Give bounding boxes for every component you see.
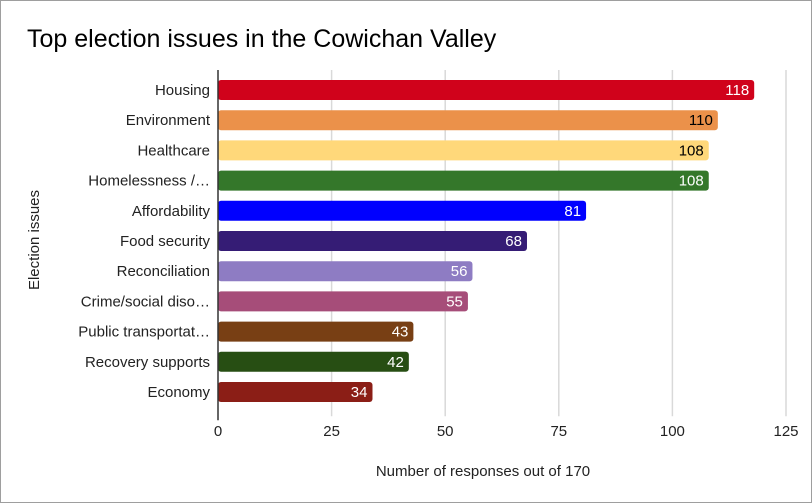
data-label: 56 [451, 263, 468, 280]
bar [218, 291, 468, 312]
bar [218, 382, 373, 402]
category-label: Public transportat… [78, 324, 210, 341]
bar [218, 170, 709, 191]
category-label: Reconciliation [117, 263, 210, 280]
x-tick-label: 50 [437, 423, 454, 440]
bar [218, 351, 409, 372]
bar [218, 200, 587, 221]
bar [218, 80, 755, 100]
data-label: 81 [564, 203, 581, 220]
x-tick-label: 125 [773, 423, 798, 440]
category-label: Economy [147, 384, 210, 401]
category-label: Environment [126, 112, 211, 129]
data-label: 68 [505, 233, 522, 250]
data-label: 110 [689, 112, 713, 129]
y-axis-title: Election issues [26, 190, 43, 290]
data-label: 118 [725, 82, 749, 99]
x-axis-title: Number of responses out of 170 [376, 463, 590, 480]
chart-title: Top election issues in the Cowichan Vall… [27, 25, 497, 53]
category-label: Housing [155, 82, 210, 99]
bar [218, 140, 709, 161]
x-tick-label: 100 [660, 423, 685, 440]
x-tick-label: 25 [323, 423, 340, 440]
bar [218, 321, 414, 342]
category-label: Homelessness /… [88, 173, 210, 190]
x-tick-label: 75 [550, 423, 567, 440]
data-label: 43 [392, 324, 409, 341]
data-label: 108 [679, 173, 704, 190]
bar [218, 110, 718, 131]
data-label: 42 [387, 354, 404, 371]
data-label: 108 [679, 142, 704, 159]
category-label: Crime/social diso… [81, 293, 210, 310]
category-label: Healthcare [137, 142, 210, 159]
category-label: Food security [120, 233, 211, 250]
x-tick-label: 0 [214, 423, 222, 440]
category-label: Recovery supports [85, 354, 210, 371]
category-label: Affordability [132, 203, 211, 220]
bar [218, 261, 473, 282]
data-label: 34 [351, 384, 368, 401]
bar [218, 231, 527, 251]
data-label: 55 [446, 293, 463, 310]
